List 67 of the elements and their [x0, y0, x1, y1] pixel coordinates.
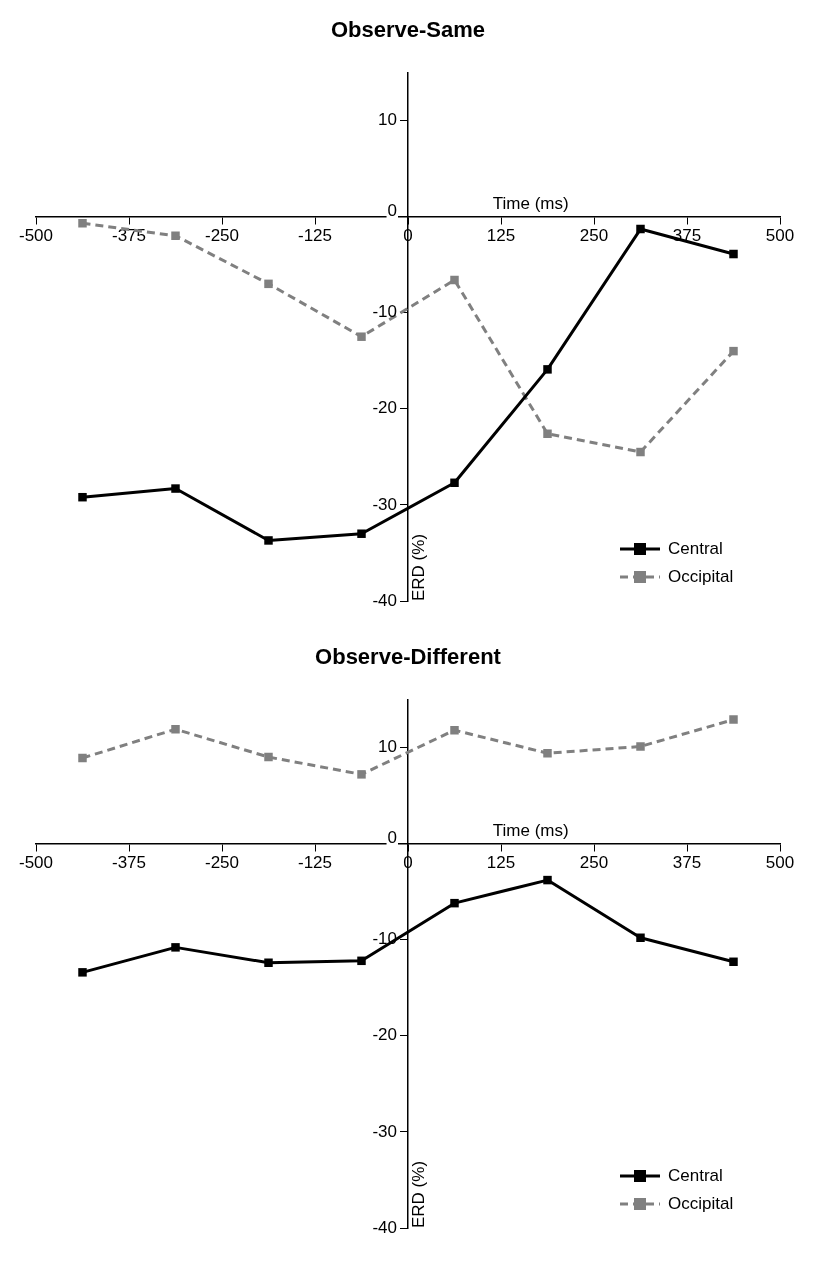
- y-tick-label: -20: [372, 398, 397, 418]
- x-tick-label: 500: [765, 853, 795, 873]
- point: [636, 933, 645, 942]
- point: [636, 447, 645, 457]
- x-tick-label: -500: [18, 226, 54, 246]
- point: [729, 346, 738, 356]
- x-tick-label: 375: [672, 853, 702, 873]
- point: [729, 715, 738, 724]
- point: [450, 725, 459, 735]
- point: [171, 231, 180, 241]
- y-tick-label: -40: [372, 1217, 397, 1237]
- y-tick-label: -10: [372, 302, 397, 322]
- point: [543, 748, 552, 758]
- legend-label: Central: [668, 538, 723, 558]
- point: [543, 875, 552, 885]
- point: [264, 958, 273, 967]
- x-tick-label: -500: [18, 853, 54, 873]
- x-tick-label: 125: [486, 226, 516, 246]
- point: [78, 219, 87, 228]
- x-tick-label: 125: [486, 853, 516, 873]
- chart-title: Observe-Same: [330, 17, 486, 43]
- point: [78, 492, 87, 502]
- point: [543, 365, 552, 374]
- x-axis-title: Time (ms): [492, 820, 569, 840]
- point: [264, 279, 273, 289]
- point: [450, 898, 459, 908]
- point: [171, 943, 180, 952]
- point: [357, 956, 366, 966]
- y-tick-label: -30: [372, 494, 397, 514]
- point: [729, 249, 738, 259]
- point: [357, 332, 366, 341]
- legend-label: Occipital: [668, 566, 734, 586]
- point: [171, 724, 180, 734]
- y-tick-label: 0: [387, 201, 397, 221]
- x-tick-label: -125: [297, 853, 333, 873]
- point: [78, 968, 87, 977]
- point: [636, 742, 645, 751]
- y-axis-title: ERD (%): [409, 533, 429, 601]
- x-tick-label: -375: [111, 853, 147, 873]
- point: [264, 536, 273, 545]
- point: [78, 753, 87, 763]
- x-tick-label: 500: [765, 226, 795, 246]
- y-tick-label: -30: [372, 1121, 397, 1141]
- chart-title: Observe-Different: [315, 644, 502, 670]
- point: [357, 770, 366, 779]
- legend-label: Central: [668, 1165, 723, 1185]
- point: [543, 429, 552, 439]
- y-tick-label: -40: [372, 590, 397, 610]
- point: [357, 529, 366, 538]
- y-tick-label: -20: [372, 1025, 397, 1045]
- x-tick-label: -250: [204, 853, 240, 873]
- point: [636, 224, 645, 234]
- y-tick-label: 10: [378, 110, 397, 130]
- point: [729, 957, 738, 967]
- x-tick-label: 250: [579, 226, 609, 246]
- y-tick-label: 10: [378, 737, 397, 757]
- point: [450, 275, 459, 285]
- legend-label: Occipital: [668, 1193, 734, 1213]
- y-axis-title: ERD (%): [409, 1160, 429, 1228]
- x-tick-label: 250: [579, 853, 609, 873]
- point: [171, 484, 180, 493]
- point: [450, 478, 459, 488]
- point: [264, 752, 273, 762]
- x-tick-label: -250: [204, 226, 240, 246]
- x-axis-title: Time (ms): [492, 193, 569, 213]
- y-tick-label: 0: [387, 828, 397, 848]
- x-tick-label: -125: [297, 226, 333, 246]
